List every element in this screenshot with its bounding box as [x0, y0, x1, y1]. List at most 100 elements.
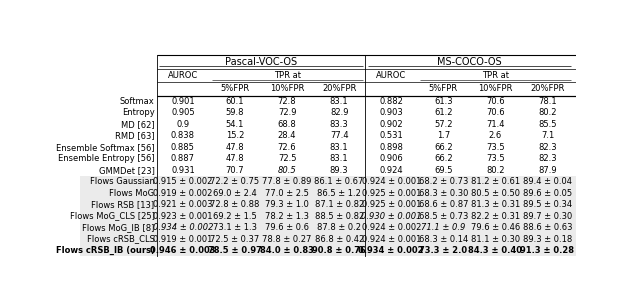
Text: 68.2 ± 0.73: 68.2 ± 0.73: [419, 177, 468, 186]
Text: Entropy: Entropy: [122, 108, 154, 117]
Text: 87.8 ± 0.2: 87.8 ± 0.2: [317, 223, 361, 232]
Text: 0.905: 0.905: [171, 108, 195, 117]
Text: 91.3 ± 0.28: 91.3 ± 0.28: [520, 246, 575, 255]
Text: 89.3: 89.3: [330, 166, 348, 175]
Text: 0.9: 0.9: [177, 120, 189, 129]
Text: MS-COCO-OS: MS-COCO-OS: [437, 57, 502, 67]
Text: 78.5 ± 0.97: 78.5 ± 0.97: [208, 246, 262, 255]
Text: 0.887: 0.887: [171, 154, 195, 163]
Text: 7.1: 7.1: [541, 131, 554, 140]
Text: 82.2 ± 0.31: 82.2 ± 0.31: [471, 212, 520, 221]
Text: 68.5 ± 0.73: 68.5 ± 0.73: [419, 212, 468, 221]
Text: 89.3 ± 0.18: 89.3 ± 0.18: [523, 235, 572, 243]
Text: 0.924 ± 0.002: 0.924 ± 0.002: [362, 223, 421, 232]
Text: 89.5 ± 0.34: 89.5 ± 0.34: [523, 200, 572, 209]
Text: 89.7 ± 0.30: 89.7 ± 0.30: [523, 212, 572, 221]
Text: 0.919 ± 0.002: 0.919 ± 0.002: [153, 189, 212, 198]
Text: 86.8 ± 0.42: 86.8 ± 0.42: [314, 235, 364, 243]
Text: 85.5: 85.5: [538, 120, 557, 129]
Text: 1.7: 1.7: [436, 131, 450, 140]
Text: 77.0 ± 2.5: 77.0 ± 2.5: [265, 189, 309, 198]
Text: 60.1: 60.1: [226, 97, 244, 106]
Text: 79.6 ± 0.46: 79.6 ± 0.46: [471, 223, 520, 232]
Text: AUROC: AUROC: [376, 71, 406, 80]
Text: 73.3 ± 2.0: 73.3 ± 2.0: [419, 246, 467, 255]
Text: 82.9: 82.9: [330, 108, 348, 117]
Text: 69.2 ± 1.5: 69.2 ± 1.5: [213, 212, 257, 221]
Text: 86.5 ± 1.2: 86.5 ± 1.2: [317, 189, 361, 198]
Text: 10%FPR: 10%FPR: [478, 84, 513, 93]
Text: 0.838: 0.838: [171, 131, 195, 140]
Text: 71.1 ± 0.9: 71.1 ± 0.9: [421, 223, 465, 232]
Text: 0.934 ± 0.002: 0.934 ± 0.002: [153, 223, 213, 232]
Text: 72.8: 72.8: [278, 97, 296, 106]
Text: 0.921 ± 0.003: 0.921 ± 0.003: [153, 200, 212, 209]
Text: 89.4 ± 0.04: 89.4 ± 0.04: [523, 177, 572, 186]
Text: 69.5: 69.5: [434, 166, 452, 175]
Text: 15.2: 15.2: [226, 131, 244, 140]
Text: 72.5: 72.5: [278, 154, 296, 163]
Text: 0.946 ± 0.003: 0.946 ± 0.003: [150, 246, 216, 255]
Text: Flows RSB [13]: Flows RSB [13]: [92, 200, 154, 209]
Bar: [80, 176, 576, 188]
Text: 0.924 ± 0.001: 0.924 ± 0.001: [362, 235, 421, 243]
Text: Ensemble Softmax [56]: Ensemble Softmax [56]: [56, 143, 154, 152]
Text: Ensemble Entropy [56]: Ensemble Entropy [56]: [58, 154, 154, 163]
Text: 72.9: 72.9: [278, 108, 296, 117]
Text: 70.6: 70.6: [486, 97, 505, 106]
Text: 70.7: 70.7: [226, 166, 244, 175]
Bar: [80, 233, 576, 245]
Text: 90.8 ± 0.76: 90.8 ± 0.76: [312, 246, 366, 255]
Text: 83.1: 83.1: [330, 97, 348, 106]
Text: 83.1: 83.1: [330, 143, 348, 152]
Text: 20%FPR: 20%FPR: [531, 84, 564, 93]
Text: 0.934 ± 0.002: 0.934 ± 0.002: [358, 246, 424, 255]
Text: 73.5: 73.5: [486, 154, 505, 163]
Text: 0.931: 0.931: [171, 166, 195, 175]
Bar: [80, 222, 576, 233]
Text: 82.3: 82.3: [538, 143, 557, 152]
Text: 86.1 ± 0.67: 86.1 ± 0.67: [314, 177, 364, 186]
Text: 68.3 ± 0.30: 68.3 ± 0.30: [419, 189, 468, 198]
Text: 20%FPR: 20%FPR: [322, 84, 356, 93]
Text: TPR at: TPR at: [482, 71, 509, 80]
Text: 61.2: 61.2: [434, 108, 452, 117]
Text: 0.924 ± 0.001: 0.924 ± 0.001: [362, 177, 421, 186]
Text: 66.2: 66.2: [434, 154, 452, 163]
Text: 84.3 ± 0.40: 84.3 ± 0.40: [468, 246, 522, 255]
Text: 79.6 ± 0.6: 79.6 ± 0.6: [265, 223, 309, 232]
Text: 83.3: 83.3: [330, 120, 349, 129]
Text: 68.6 ± 0.87: 68.6 ± 0.87: [419, 200, 468, 209]
Text: 89.6 ± 0.05: 89.6 ± 0.05: [523, 189, 572, 198]
Text: GMMDet [23]: GMMDet [23]: [99, 166, 154, 175]
Text: 0.930 ± 0.001: 0.930 ± 0.001: [361, 212, 422, 221]
Bar: [80, 210, 576, 222]
Bar: [80, 245, 576, 256]
Text: 47.8: 47.8: [226, 154, 244, 163]
Text: 80.2: 80.2: [538, 108, 557, 117]
Text: 84.0 ± 0.83: 84.0 ± 0.83: [260, 246, 314, 255]
Text: Flows MoG: Flows MoG: [109, 189, 154, 198]
Text: 0.915 ± 0.002: 0.915 ± 0.002: [153, 177, 212, 186]
Text: 61.3: 61.3: [434, 97, 452, 106]
Text: 0.531: 0.531: [380, 131, 403, 140]
Text: 0.906: 0.906: [380, 154, 403, 163]
Text: 10%FPR: 10%FPR: [270, 84, 304, 93]
Bar: [80, 188, 576, 199]
Text: 72.5 ± 0.37: 72.5 ± 0.37: [211, 235, 260, 243]
Text: 87.1 ± 0.82: 87.1 ± 0.82: [314, 200, 364, 209]
Text: 73.1 ± 1.3: 73.1 ± 1.3: [213, 223, 257, 232]
Text: 0.923 ± 0.001: 0.923 ± 0.001: [153, 212, 212, 221]
Text: 59.8: 59.8: [226, 108, 244, 117]
Text: Flows Gaussian: Flows Gaussian: [90, 177, 154, 186]
Text: 78.2 ± 1.3: 78.2 ± 1.3: [265, 212, 309, 221]
Bar: [80, 199, 576, 210]
Text: 82.3: 82.3: [538, 154, 557, 163]
Text: 81.3 ± 0.31: 81.3 ± 0.31: [471, 200, 520, 209]
Text: 66.2: 66.2: [434, 143, 452, 152]
Text: 0.925 ± 0.001: 0.925 ± 0.001: [362, 200, 421, 209]
Text: 79.3 ± 1.0: 79.3 ± 1.0: [265, 200, 309, 209]
Text: 80.2: 80.2: [486, 166, 505, 175]
Text: 0.898: 0.898: [380, 143, 403, 152]
Text: 81.1 ± 0.30: 81.1 ± 0.30: [471, 235, 520, 243]
